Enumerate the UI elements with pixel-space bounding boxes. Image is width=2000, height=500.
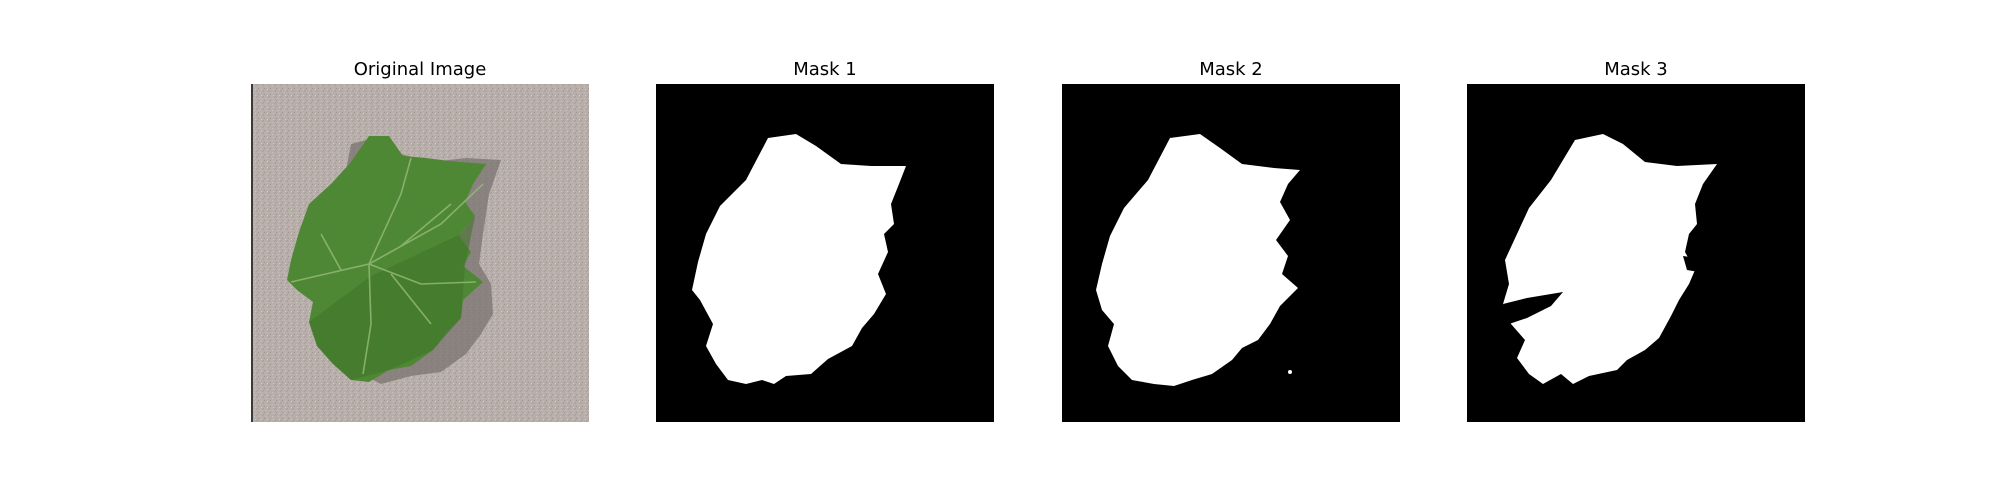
mask-2-image <box>1062 84 1400 422</box>
leaf-shade <box>309 216 475 380</box>
panel-title-original-image: Original Image <box>353 59 487 80</box>
mask-3-panel <box>1467 84 1805 422</box>
left-edge-line <box>251 84 253 422</box>
original-image <box>251 84 589 422</box>
leaf-veins <box>290 157 484 375</box>
mask-3-image <box>1467 84 1805 422</box>
panel-title-mask-3: Mask 3 <box>1604 59 1668 80</box>
panel-title-mask-2: Mask 2 <box>1199 59 1263 80</box>
mask-1-region <box>692 134 906 384</box>
mask-3-notch <box>1503 292 1563 324</box>
mask-2-panel <box>1062 84 1400 422</box>
mask-2-speck <box>1288 370 1292 374</box>
mask-3-region <box>1503 134 1717 384</box>
mask-2-region <box>1096 134 1300 386</box>
original-image-panel <box>251 84 589 422</box>
mask-3-bite <box>1683 256 1699 272</box>
mask-1-image <box>656 84 994 422</box>
mask-1-panel <box>656 84 994 422</box>
panel-title-mask-1: Mask 1 <box>793 59 857 80</box>
